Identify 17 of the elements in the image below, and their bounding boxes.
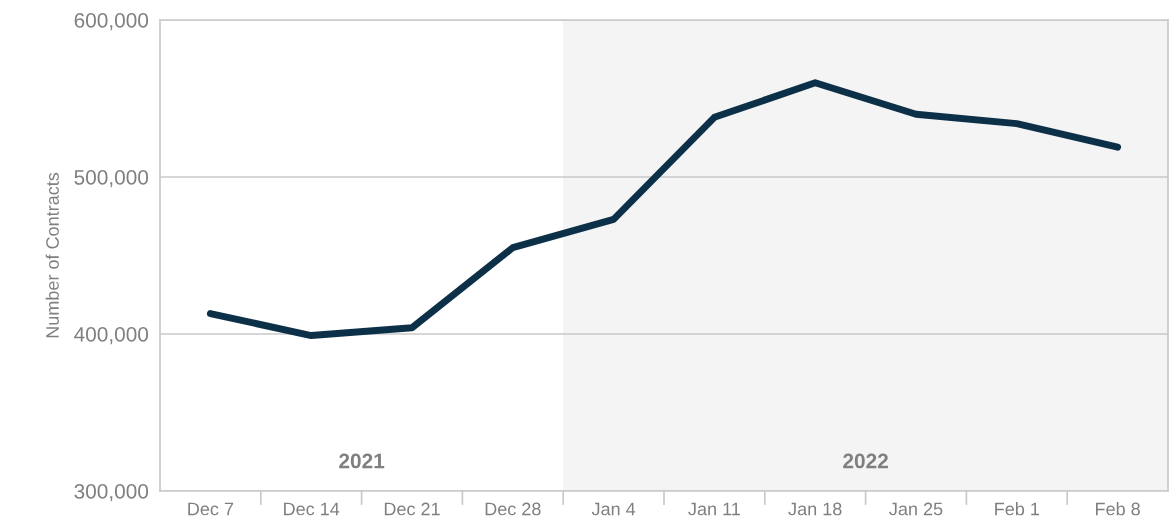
x-tick-label: Dec 28 — [485, 502, 541, 516]
y-tick-label: 400,000 — [74, 327, 149, 345]
y-tick-label: 300,000 — [74, 484, 149, 502]
x-tick-label: Jan 25 — [889, 502, 943, 516]
y-tick-label: 500,000 — [74, 170, 149, 188]
x-tick-label: Dec 21 — [384, 502, 440, 516]
x-tick-label: Feb 1 — [995, 502, 1040, 516]
annotation: 2021 — [339, 453, 385, 469]
x-tick-label: Dec 7 — [188, 502, 234, 516]
y-tick-label: 600,000 — [74, 13, 149, 31]
x-tick-label: Jan 11 — [688, 502, 740, 516]
y-axis-title: Number of Contracts — [45, 172, 59, 338]
x-tick-label: Jan 4 — [591, 502, 636, 516]
x-tick-label: Jan 18 — [788, 502, 842, 516]
x-tick-label: Dec 14 — [284, 502, 340, 516]
x-tick-label: Feb 8 — [1096, 502, 1140, 516]
band-label: 2022 — [843, 453, 888, 469]
